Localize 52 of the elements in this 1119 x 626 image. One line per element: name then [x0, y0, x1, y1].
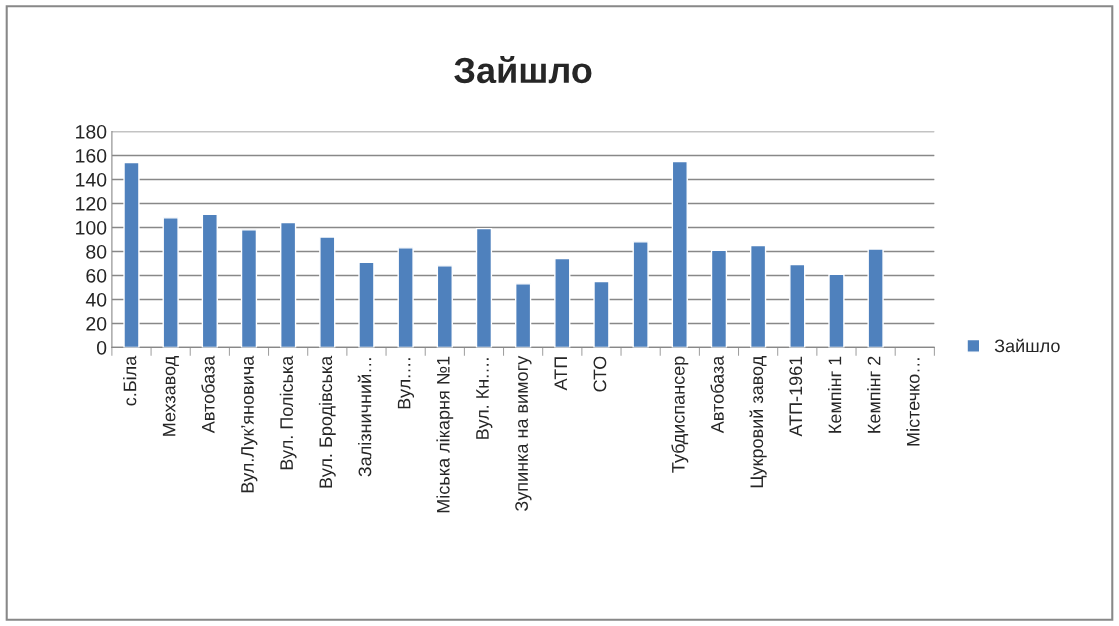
- y-tick-label: 160: [76, 148, 107, 163]
- x-tick-label: с.Біла: [123, 355, 137, 406]
- bar: [593, 280, 610, 348]
- y-tick-label: 180: [76, 124, 107, 139]
- bar: [162, 217, 179, 348]
- x-tick-label: Міська лікарня №1: [436, 356, 454, 513]
- y-tick-label: 20: [86, 316, 107, 331]
- y-tick-label: 120: [76, 196, 107, 211]
- bar: [671, 160, 688, 348]
- x-tick-label: Вул.Лук’яновича: [241, 355, 258, 493]
- bar: [632, 241, 649, 348]
- x-tick-label: Вул. Кн.…: [476, 358, 493, 439]
- bar: [475, 227, 493, 348]
- y-tick-label: 0: [96, 340, 107, 355]
- bar: [867, 248, 884, 348]
- bar: [436, 265, 453, 348]
- bar: [397, 247, 414, 348]
- x-tick-label: АТП-1961: [789, 356, 803, 437]
- x-tick-label: Вул. Бродівська: [318, 355, 336, 488]
- y-tick-label: 40: [85, 292, 107, 307]
- y-tick-label: 80: [86, 244, 107, 259]
- bar: [280, 221, 297, 348]
- x-tick-label: Містечко…: [906, 358, 920, 446]
- y-tick-label: 60: [86, 268, 107, 283]
- x-tick-label: Вул.…: [397, 358, 415, 409]
- x-tick-label: Мехзавод: [162, 356, 179, 436]
- x-tick-label: Кемпінг 1: [828, 356, 842, 433]
- x-tick-label: Тубдиспансер: [671, 356, 689, 473]
- bar: [514, 283, 532, 348]
- bar: [240, 229, 258, 348]
- x-tick-label: Залізничний…: [357, 358, 372, 477]
- chart-title: Зайшло: [454, 55, 592, 84]
- bar: [789, 263, 806, 348]
- y-tick-label: 140: [76, 172, 107, 187]
- x-tick-label: Цукровий завод: [749, 356, 767, 488]
- legend-label: Зайшло: [994, 338, 1060, 353]
- y-tick-label: 100: [76, 220, 107, 235]
- x-tick-label: Вул. Поліська: [279, 355, 297, 470]
- x-tick-label: АТП: [554, 357, 567, 391]
- bar: [749, 244, 767, 348]
- bar: [319, 236, 336, 348]
- bar: [828, 273, 845, 348]
- bar: [710, 249, 728, 348]
- x-tick-label: СТО: [593, 356, 607, 392]
- x-tick-label: Кемпінг 2: [867, 356, 881, 433]
- bar: [201, 213, 218, 348]
- bar: [358, 261, 375, 348]
- x-tick-label: Автобаза: [201, 355, 215, 434]
- x-tick-label: Автобаза: [710, 355, 724, 434]
- x-tick-label: Зупинка на вимогу: [515, 355, 532, 512]
- bar: [123, 161, 140, 348]
- bar: [554, 257, 571, 348]
